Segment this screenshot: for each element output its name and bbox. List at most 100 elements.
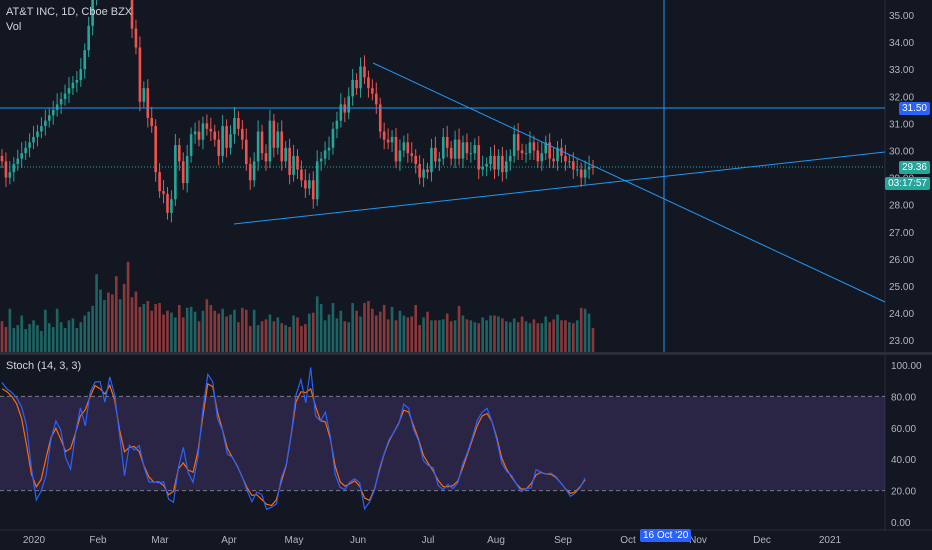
volume-bar (469, 320, 473, 352)
candle-body (79, 69, 83, 81)
time-tick-label: Feb (89, 535, 107, 546)
volume-bar (461, 315, 465, 352)
volume-bar (497, 316, 500, 352)
volume-bar (126, 261, 130, 352)
stoch-tick-label: 20.00 (891, 487, 916, 498)
volume-bar (44, 309, 47, 352)
candle-body (323, 150, 327, 159)
stoch-tick-label: 80.00 (891, 392, 916, 403)
stoch-k-line (1, 367, 586, 511)
volume-bar (158, 303, 161, 352)
candle-body (130, 0, 134, 29)
candle-body (83, 50, 87, 70)
price-tick-label: 32.00 (889, 92, 914, 103)
volume-bar (67, 320, 71, 352)
candle-body (47, 115, 51, 121)
panel-separator (0, 352, 932, 355)
candle-body (20, 153, 23, 159)
volume-bar (579, 307, 583, 352)
volume-bar (351, 303, 354, 352)
volume-bar (536, 323, 540, 352)
volume-bar (284, 325, 287, 352)
candle-body (556, 147, 559, 162)
candle-body (516, 134, 520, 151)
volume-bar (296, 317, 299, 352)
volume-bar (426, 311, 429, 352)
volume-bar (114, 276, 118, 352)
volume-bar (390, 306, 394, 352)
volume-bar (256, 325, 260, 352)
time-tick-label: 2021 (819, 535, 842, 546)
price-tick-label: 35.00 (889, 11, 914, 22)
candle-body (508, 155, 512, 162)
volume-bar (83, 315, 87, 352)
price-tick-label: 34.00 (889, 38, 914, 49)
candle-body (40, 126, 43, 132)
candle-body (233, 117, 236, 135)
candle-body (410, 153, 414, 156)
candle-body (579, 169, 583, 178)
volume-bar (347, 322, 351, 352)
candle-body (331, 128, 335, 148)
candle-body (138, 47, 142, 102)
candle-body (178, 145, 181, 162)
ascending-trendline (233, 151, 886, 225)
volume-bar (315, 296, 319, 352)
candle-body (150, 117, 154, 127)
volume-bar (489, 315, 492, 352)
candle-body (225, 126, 228, 148)
volume-bar (386, 319, 390, 352)
symbol-title[interactable]: AT&T INC, 1D, Cboe BZX (6, 6, 133, 18)
candle-body (248, 164, 252, 181)
volume-bar (493, 315, 496, 352)
volume-bar (465, 319, 469, 352)
stochastic-legend[interactable]: Stoch (14, 3, 3) (6, 360, 82, 372)
volume-bar (548, 322, 551, 352)
candle-body (564, 155, 567, 162)
candle-body (170, 199, 173, 213)
volume-bar (304, 324, 307, 352)
candle-body (465, 142, 469, 154)
volume-bar (398, 310, 402, 352)
volume-bar (71, 318, 75, 352)
candle-body (568, 161, 571, 163)
volume-bar (477, 323, 481, 352)
volume-bar (138, 306, 142, 352)
candle-body (339, 104, 343, 121)
volume-bar (146, 301, 150, 352)
volume-bar (434, 320, 437, 352)
volume-bar (75, 328, 79, 352)
candle-body (166, 193, 169, 213)
candle-body (473, 145, 477, 154)
volume-bar (292, 315, 295, 352)
volume-bar (276, 317, 280, 352)
volume-bar (355, 310, 358, 352)
price-tick-label: 24.00 (889, 309, 914, 320)
candle-body (59, 99, 63, 105)
volume-bar (0, 321, 4, 352)
volume-bar (47, 323, 51, 352)
candle-body (162, 191, 165, 194)
candle-body (264, 153, 268, 162)
volume-bar (24, 328, 27, 352)
volume-bar (244, 309, 248, 352)
volume-bar (418, 325, 421, 352)
last-price-label: 29.36 (898, 161, 930, 174)
volume-bar (300, 326, 303, 352)
volume-bar (516, 322, 520, 352)
stoch-tick-label: 100.00 (891, 361, 922, 372)
candle-body (229, 134, 232, 148)
candle-body (284, 147, 287, 162)
candle-body (197, 131, 201, 140)
volume-bar (154, 304, 157, 352)
candle-body (528, 142, 532, 154)
candle-body (142, 88, 146, 102)
candle-body (461, 142, 465, 159)
candle-body (268, 120, 272, 162)
volume-bar (20, 315, 23, 352)
volume-bar (556, 314, 559, 352)
candle-body (532, 142, 536, 151)
volume-bar (371, 308, 374, 352)
candle-body (575, 169, 579, 171)
